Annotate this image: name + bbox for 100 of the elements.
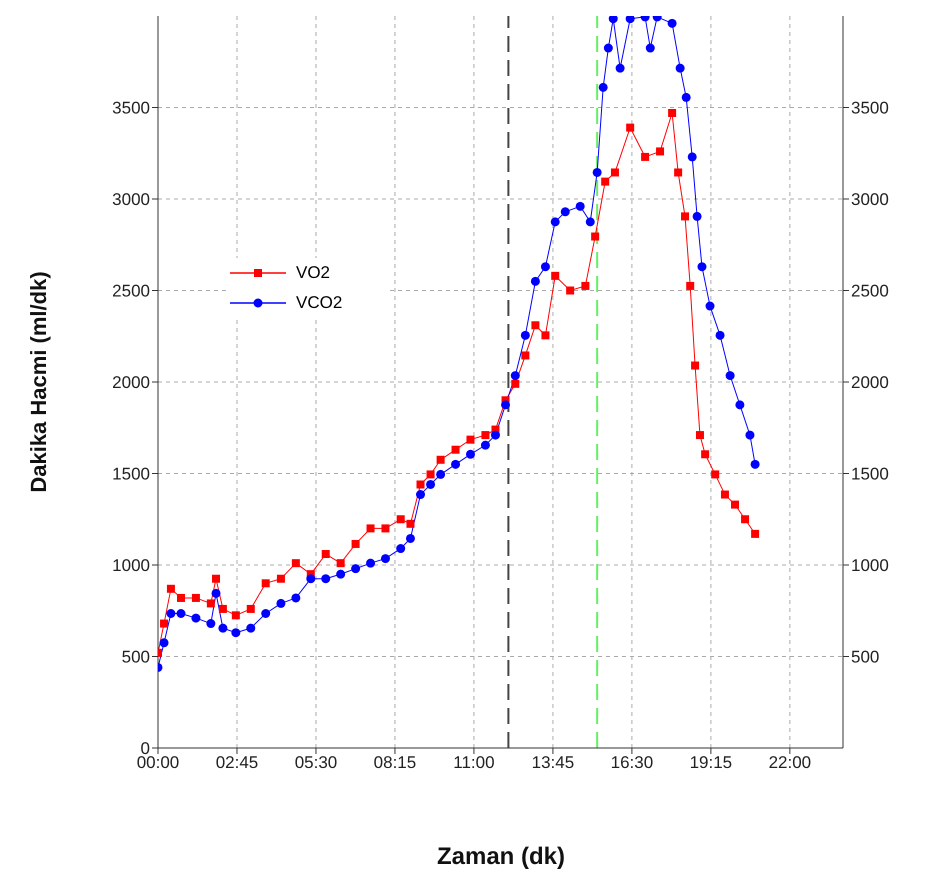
- point: [291, 593, 300, 602]
- point: [541, 331, 550, 340]
- x-tick-label: 00:00: [136, 753, 180, 772]
- point: [206, 599, 215, 608]
- point: [731, 500, 740, 509]
- point: [306, 574, 316, 584]
- point: [416, 480, 425, 488]
- point: [192, 594, 200, 602]
- point: [336, 559, 345, 568]
- point: [218, 624, 228, 633]
- y-tick-label: 2500: [112, 282, 150, 301]
- y2-tick-label: 2500: [851, 282, 889, 301]
- point: [466, 450, 475, 459]
- point: [566, 286, 574, 294]
- point: [276, 598, 286, 608]
- point: [262, 579, 270, 588]
- point: [674, 168, 682, 176]
- point: [682, 92, 691, 102]
- point: [726, 371, 735, 380]
- point: [641, 152, 650, 161]
- point: [160, 638, 169, 648]
- x-tick-label: 22:00: [768, 753, 812, 772]
- point: [466, 436, 474, 444]
- y-tick-label: 1000: [112, 556, 150, 576]
- point: [520, 330, 530, 340]
- point: [720, 490, 729, 499]
- y2-tick-label: 3500: [851, 98, 889, 118]
- y-tick-label: 3500: [112, 98, 150, 118]
- point: [560, 207, 570, 216]
- y-tick-label: 1500: [112, 464, 150, 484]
- x-tick-label: 16:30: [610, 753, 654, 772]
- point: [176, 594, 185, 602]
- point: [276, 574, 285, 583]
- point: [745, 430, 754, 440]
- legend-label: VO2: [296, 263, 330, 283]
- point: [681, 212, 690, 220]
- point: [598, 82, 608, 92]
- point: [521, 351, 530, 360]
- point: [381, 524, 390, 532]
- point: [481, 431, 490, 440]
- point: [436, 456, 445, 464]
- point: [322, 550, 330, 558]
- point: [716, 330, 725, 340]
- point: [601, 178, 610, 186]
- y2-tick-label: 1500: [851, 464, 889, 484]
- point: [646, 44, 655, 53]
- x-axis-title: Zaman (dk): [436, 843, 566, 871]
- point: [490, 430, 500, 440]
- point: [246, 624, 256, 633]
- point: [616, 64, 625, 73]
- point: [686, 282, 694, 290]
- point: [436, 470, 446, 479]
- point: [292, 559, 300, 568]
- point: [656, 147, 664, 156]
- point: [688, 152, 697, 162]
- point: [750, 460, 760, 469]
- point: [592, 168, 602, 177]
- y2-tick-label: 2000: [851, 373, 889, 392]
- point: [396, 515, 405, 524]
- point: [701, 450, 710, 458]
- point: [416, 490, 426, 500]
- point: [366, 524, 375, 532]
- point: [232, 611, 240, 620]
- point: [261, 608, 270, 618]
- point: [551, 272, 560, 280]
- point: [735, 400, 744, 410]
- point: [706, 302, 715, 311]
- point: [160, 620, 168, 628]
- point: [321, 574, 330, 584]
- point: [380, 554, 390, 564]
- point: [451, 460, 460, 469]
- point: [406, 520, 414, 528]
- point: [352, 540, 360, 548]
- point: [531, 321, 540, 330]
- y2-tick-label: 3000: [851, 190, 889, 210]
- point: [604, 44, 613, 53]
- point: [511, 380, 520, 388]
- point: [351, 564, 360, 574]
- point: [676, 64, 685, 73]
- point: [591, 232, 600, 241]
- point: [696, 431, 704, 440]
- point: [550, 217, 560, 226]
- point: [626, 16, 635, 24]
- point: [176, 608, 186, 618]
- point: [741, 515, 750, 524]
- x-tick-label: 05:30: [294, 753, 338, 772]
- point: [751, 530, 760, 538]
- point: [668, 108, 676, 117]
- point: [576, 202, 585, 211]
- point: [426, 480, 436, 489]
- point: [510, 371, 520, 380]
- point: [501, 400, 510, 410]
- point: [581, 282, 590, 290]
- point: [206, 619, 216, 628]
- y-tick-label: 500: [122, 648, 150, 667]
- point: [711, 470, 720, 478]
- point: [191, 614, 200, 623]
- point: [212, 588, 221, 598]
- point: [218, 604, 227, 613]
- point: [426, 470, 435, 478]
